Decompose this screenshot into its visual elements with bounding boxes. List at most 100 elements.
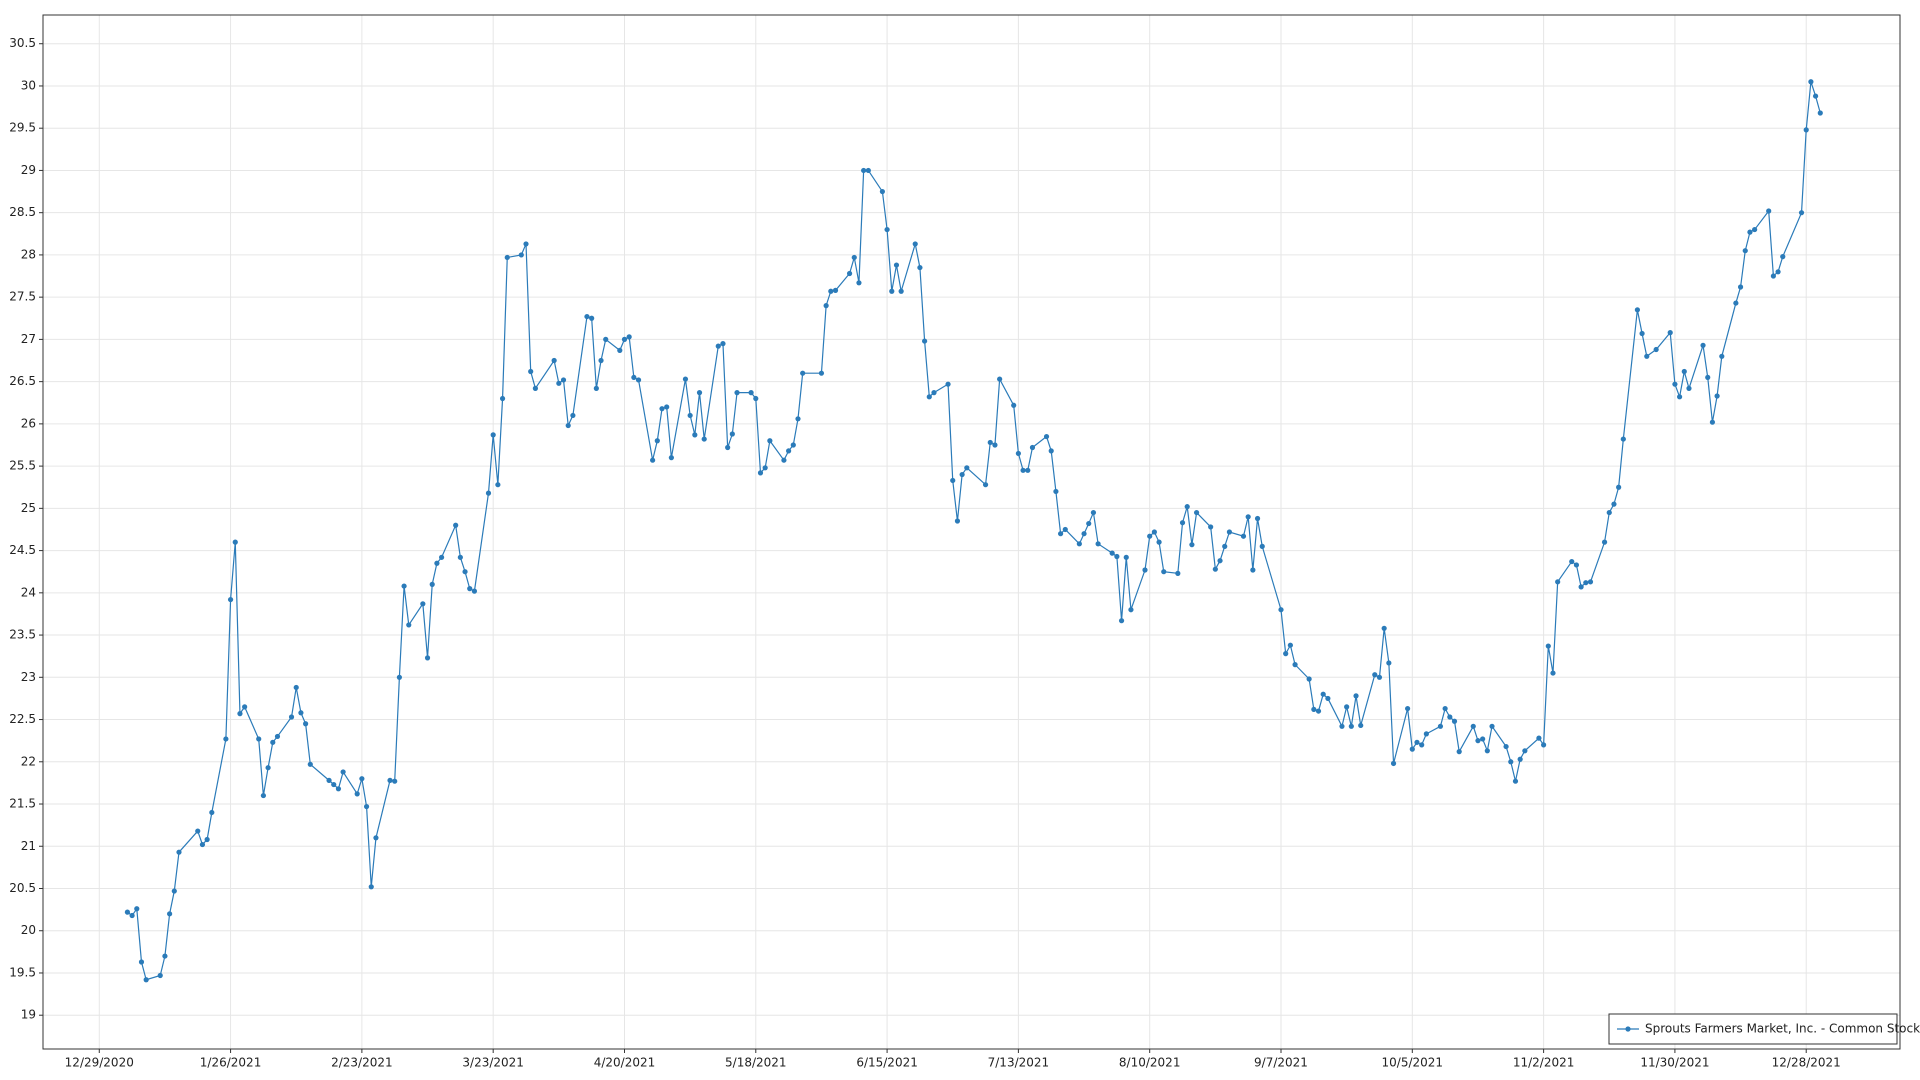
data-point bbox=[687, 412, 693, 419]
data-point bbox=[1733, 300, 1739, 306]
data-point bbox=[335, 786, 342, 792]
data-point bbox=[1128, 607, 1134, 613]
x-tick-label: 9/7/2021 bbox=[1254, 1056, 1308, 1070]
data-point bbox=[898, 288, 904, 294]
data-point bbox=[959, 471, 965, 478]
data-point bbox=[1353, 693, 1359, 699]
data-point bbox=[1545, 643, 1551, 649]
data-point bbox=[162, 953, 168, 959]
data-point bbox=[635, 377, 642, 383]
data-point bbox=[1475, 738, 1481, 744]
legend-marker bbox=[1625, 1026, 1631, 1032]
data-point bbox=[631, 374, 637, 381]
data-point bbox=[865, 167, 871, 174]
data-point bbox=[621, 336, 628, 342]
x-tick-label: 1/26/2021 bbox=[200, 1056, 262, 1070]
data-point bbox=[565, 422, 571, 429]
data-point bbox=[523, 241, 529, 247]
y-tick-label: 26 bbox=[21, 416, 36, 430]
x-tick-label: 3/23/2021 bbox=[462, 1056, 524, 1070]
data-point bbox=[879, 188, 886, 195]
data-point bbox=[781, 457, 787, 463]
data-point bbox=[1076, 541, 1082, 547]
data-point bbox=[1208, 524, 1214, 530]
data-point bbox=[650, 457, 656, 463]
data-point bbox=[157, 972, 163, 979]
data-point bbox=[1766, 208, 1772, 214]
data-point bbox=[471, 588, 478, 594]
x-tick-label: 5/18/2021 bbox=[725, 1056, 787, 1070]
data-point bbox=[762, 465, 768, 471]
data-point bbox=[626, 334, 632, 340]
data-point bbox=[551, 357, 557, 364]
data-point bbox=[1184, 504, 1190, 510]
data-point bbox=[696, 390, 703, 396]
data-point bbox=[1550, 670, 1556, 676]
x-tick-label: 10/5/2021 bbox=[1382, 1056, 1444, 1070]
y-tick-label: 22 bbox=[21, 754, 36, 768]
data-point bbox=[1123, 554, 1129, 560]
data-point bbox=[828, 288, 834, 294]
data-point bbox=[288, 714, 295, 720]
y-tick-label: 28 bbox=[21, 247, 36, 261]
legend: Sprouts Farmers Market, Inc. - Common St… bbox=[1608, 1013, 1920, 1045]
data-point bbox=[1541, 742, 1547, 748]
y-tick-label: 26.5 bbox=[9, 374, 36, 388]
data-point bbox=[242, 704, 248, 710]
data-point bbox=[1386, 660, 1392, 666]
data-point bbox=[1240, 533, 1247, 539]
data-point bbox=[303, 721, 309, 727]
data-point bbox=[532, 385, 538, 391]
data-point bbox=[659, 406, 665, 412]
data-point bbox=[1423, 731, 1429, 737]
data-point bbox=[997, 376, 1003, 382]
data-point bbox=[340, 769, 346, 775]
data-point bbox=[1226, 529, 1233, 535]
data-point bbox=[260, 792, 267, 799]
data-point bbox=[1503, 743, 1509, 750]
data-point bbox=[584, 313, 590, 320]
y-tick-label: 27.5 bbox=[9, 290, 36, 304]
data-point bbox=[664, 404, 670, 410]
data-point bbox=[1189, 542, 1195, 548]
data-point bbox=[1456, 749, 1462, 755]
data-point bbox=[363, 803, 370, 810]
data-point bbox=[1245, 514, 1251, 520]
data-point bbox=[603, 336, 609, 342]
data-point bbox=[889, 288, 895, 294]
tick-labels: 19 19.5 20 20.5 21 21.5 22 22.5 23 23.5 24 24.5 25 25… bbox=[9, 36, 1841, 1069]
data-point bbox=[1250, 567, 1256, 573]
data-point bbox=[790, 442, 796, 448]
plot-area bbox=[43, 15, 1900, 1049]
data-point bbox=[1320, 691, 1326, 697]
data-point bbox=[570, 412, 576, 419]
data-point bbox=[729, 431, 735, 437]
data-point bbox=[1667, 330, 1673, 336]
data-point bbox=[331, 781, 337, 788]
y-tick-label: 27 bbox=[21, 332, 36, 346]
y-tick-label: 20.5 bbox=[9, 881, 36, 895]
data-point bbox=[1306, 676, 1312, 682]
data-point bbox=[1742, 248, 1748, 254]
data-point bbox=[1569, 558, 1575, 565]
data-point bbox=[1447, 714, 1453, 720]
data-point bbox=[1587, 579, 1594, 585]
data-point bbox=[1714, 393, 1720, 399]
data-point bbox=[1086, 520, 1092, 527]
data-point bbox=[720, 341, 726, 347]
data-point bbox=[654, 438, 660, 444]
data-point bbox=[1681, 368, 1687, 375]
data-point bbox=[1522, 748, 1528, 754]
data-point bbox=[1405, 705, 1411, 712]
data-point bbox=[223, 736, 229, 742]
data-point bbox=[1700, 342, 1706, 348]
data-point bbox=[1639, 330, 1645, 337]
data-point bbox=[593, 385, 599, 391]
data-point bbox=[818, 370, 825, 376]
data-point bbox=[1339, 723, 1345, 729]
data-point bbox=[134, 906, 140, 912]
data-point bbox=[1578, 584, 1584, 590]
data-point bbox=[485, 490, 492, 496]
